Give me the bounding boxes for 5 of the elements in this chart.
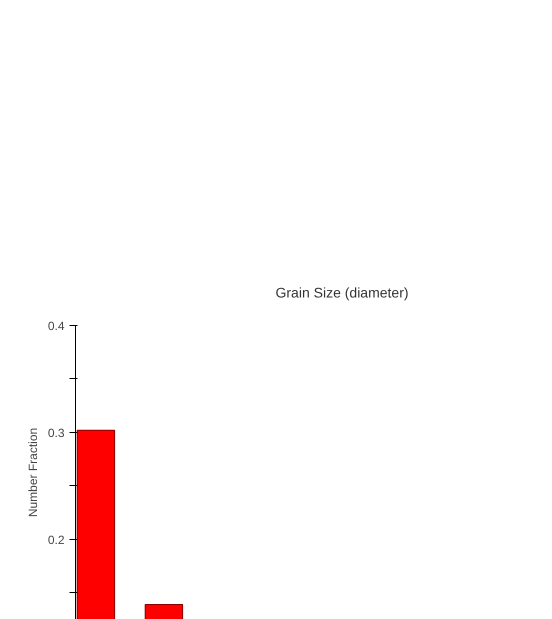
y-axis-title: Number Fraction [26,428,40,518]
y-tick-label: 0.4 [48,319,65,333]
text: Grain Size (diameter) [276,284,409,300]
y-tick-label: 0.2 [48,532,65,547]
y-tick-label: 0.3 [48,426,65,440]
